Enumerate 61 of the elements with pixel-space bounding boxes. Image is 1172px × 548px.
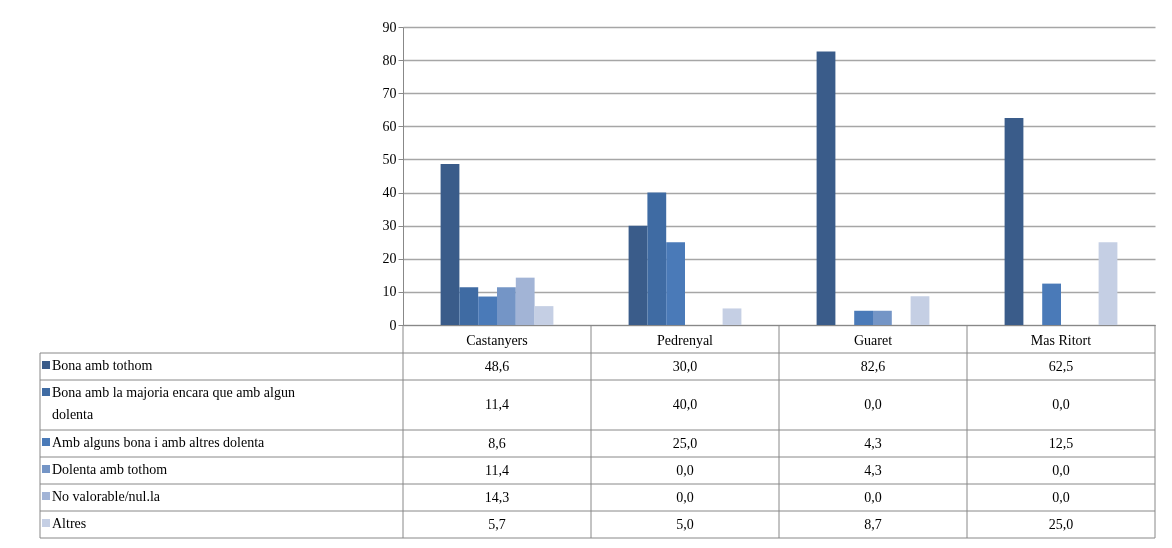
x-tick-label: Mas Ritort [1030, 332, 1092, 348]
y-tick-label: 20 [382, 251, 397, 267]
data-label: 82,6 [860, 358, 886, 374]
y-tick-label: 10 [382, 284, 397, 300]
y-tick-label: 0 [389, 317, 397, 333]
bar [647, 192, 667, 325]
bar [515, 277, 535, 325]
y-tick-label: 90 [382, 19, 397, 35]
y-tick-label: 30 [382, 218, 397, 234]
bar [628, 225, 648, 325]
data-label: 4,3 [864, 435, 882, 451]
bar [1098, 242, 1118, 325]
bar [459, 287, 479, 325]
data-label: 0,0 [1052, 489, 1070, 505]
bar [854, 310, 873, 325]
data-label: 0,0 [676, 462, 694, 478]
data-label: 25,0 [672, 435, 698, 451]
data-label: 0,0 [864, 489, 882, 505]
data-label: 4,3 [864, 462, 882, 478]
bar [478, 296, 497, 325]
x-tick-label: Pedrenyal [657, 332, 714, 348]
y-tick-label: 80 [382, 52, 397, 68]
bar [910, 296, 930, 325]
data-label: 11,4 [485, 397, 509, 412]
data-label: 40,0 [672, 397, 698, 412]
y-tick-label: 60 [382, 118, 397, 134]
bar [873, 310, 892, 325]
y-tick-label: 40 [382, 185, 397, 201]
data-label: 11,4 [485, 462, 509, 478]
x-tick-label: Guaret [853, 332, 893, 348]
data-label: 25,0 [1048, 516, 1074, 532]
bar [666, 242, 685, 325]
bar [497, 287, 516, 325]
bar [534, 306, 554, 325]
data-label: 0,0 [676, 489, 694, 505]
y-tick-label: 70 [382, 85, 397, 101]
data-label: 48,6 [484, 358, 510, 374]
legend-label: Bona amb la majoria encara que amb algun dolenta [52, 385, 295, 422]
data-label: 5,0 [676, 516, 694, 532]
bar [1004, 118, 1024, 325]
legend-label: Amb alguns bona i amb altres dolenta [52, 435, 266, 450]
legend-label: Dolenta amb tothom [52, 462, 168, 477]
data-label: 5,7 [488, 516, 506, 532]
data-label: 0,0 [864, 397, 882, 412]
legend-label: No valorable/nul.la [52, 489, 161, 504]
bar [440, 164, 460, 325]
bar [1042, 283, 1061, 325]
legend-label: Bona amb tothom [52, 358, 153, 373]
legend-label: Altres [52, 516, 87, 531]
x-tick-label: Castanyers [466, 332, 528, 348]
data-label: 0,0 [1052, 397, 1070, 412]
data-label: 12,5 [1048, 435, 1074, 451]
bar [816, 51, 836, 325]
y-tick-label: 50 [382, 151, 397, 167]
data-label: 8,6 [488, 435, 506, 451]
data-label: 8,7 [864, 516, 882, 532]
data-label: 0,0 [1052, 462, 1070, 478]
data-label: 30,0 [672, 358, 698, 374]
data-label: 14,3 [484, 489, 510, 505]
data-label: 62,5 [1048, 358, 1074, 374]
bar [722, 308, 742, 325]
